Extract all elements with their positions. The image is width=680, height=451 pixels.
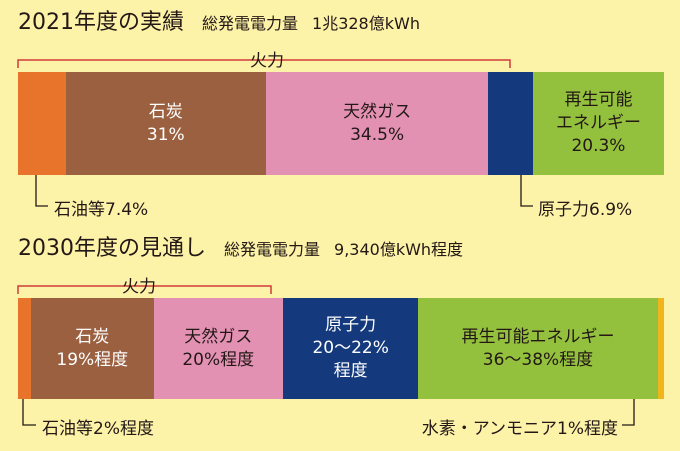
chart-2030-total: 9,340億kWh程度	[334, 240, 464, 259]
label-hydrogen-2030: 水素・アンモニア1%程度	[421, 419, 618, 439]
thermal-label-2030: 火力	[122, 277, 156, 297]
thermal-label-2021: 火力	[250, 51, 284, 71]
segment-label-2030-4: 再生可能エネルギー 36～38%程度	[461, 326, 615, 370]
thermal-bracket-2030	[17, 285, 272, 294]
chart-2021-subtitle: 総発電電力量	[202, 14, 299, 33]
leader-hydrogen-2030	[622, 399, 635, 426]
segment-label-2030-2: 天然ガス 20%程度	[182, 326, 255, 370]
bar-segment-2030-0	[18, 298, 31, 399]
segment-label-2030-3: 原子力 20～22% 程度	[312, 315, 389, 381]
chart-2021-heading: 2021年度の実績	[18, 10, 184, 35]
chart-2021-title: 2021年度の実績 総発電電力量 1兆328億kWh	[18, 4, 420, 36]
bar-2021: 石炭 31% 天然ガス 34.5% 再生可能 エネルギー 20.3%	[18, 72, 664, 175]
chart-2030-title: 2030年度の見通し 総発電電力量 9,340億kWh程度	[18, 230, 463, 262]
bar-segment-2021-0	[18, 72, 66, 175]
bar-segment-2030-3: 原子力 20～22% 程度	[282, 298, 419, 399]
bar-segment-2021-1: 石炭 31%	[65, 72, 266, 175]
bar-segment-2030-5	[657, 298, 664, 399]
bar-segment-2030-4: 再生可能エネルギー 36～38%程度	[418, 298, 658, 399]
bar-segment-2021-2: 天然ガス 34.5%	[265, 72, 489, 175]
label-oil-2021: 石油等7.4%	[54, 200, 149, 220]
bar-2030: 石炭 19%程度 天然ガス 20%程度 原子力 20～22% 程度 再生可能エネルギー 36～3…	[18, 298, 664, 399]
segment-label-2030-1: 石炭 19%程度	[56, 326, 129, 370]
bar-segment-2021-4: 再生可能 エネルギー 20.3%	[532, 72, 664, 175]
bar-segment-2021-3	[488, 72, 533, 175]
bar-segment-2030-1: 石炭 19%程度	[30, 298, 154, 399]
bar-segment-2030-2: 天然ガス 20%程度	[153, 298, 283, 399]
chart-2030-subtitle: 総発電電力量	[224, 240, 321, 259]
segment-label-2021-4: 再生可能 エネルギー 20.3%	[555, 90, 641, 156]
segment-label-2021-1: 石炭 31%	[146, 101, 185, 145]
chart-2030-heading: 2030年度の見通し	[18, 236, 206, 261]
chart-2021-total: 1兆328億kWh	[312, 14, 420, 33]
segment-label-2021-2: 天然ガス 34.5%	[343, 101, 412, 145]
label-nuclear-2021: 原子力6.9%	[538, 200, 633, 220]
leader-oil-2030	[22, 399, 36, 426]
thermal-bracket-2021	[17, 59, 511, 68]
label-oil-2030: 石油等2%程度	[42, 419, 154, 439]
